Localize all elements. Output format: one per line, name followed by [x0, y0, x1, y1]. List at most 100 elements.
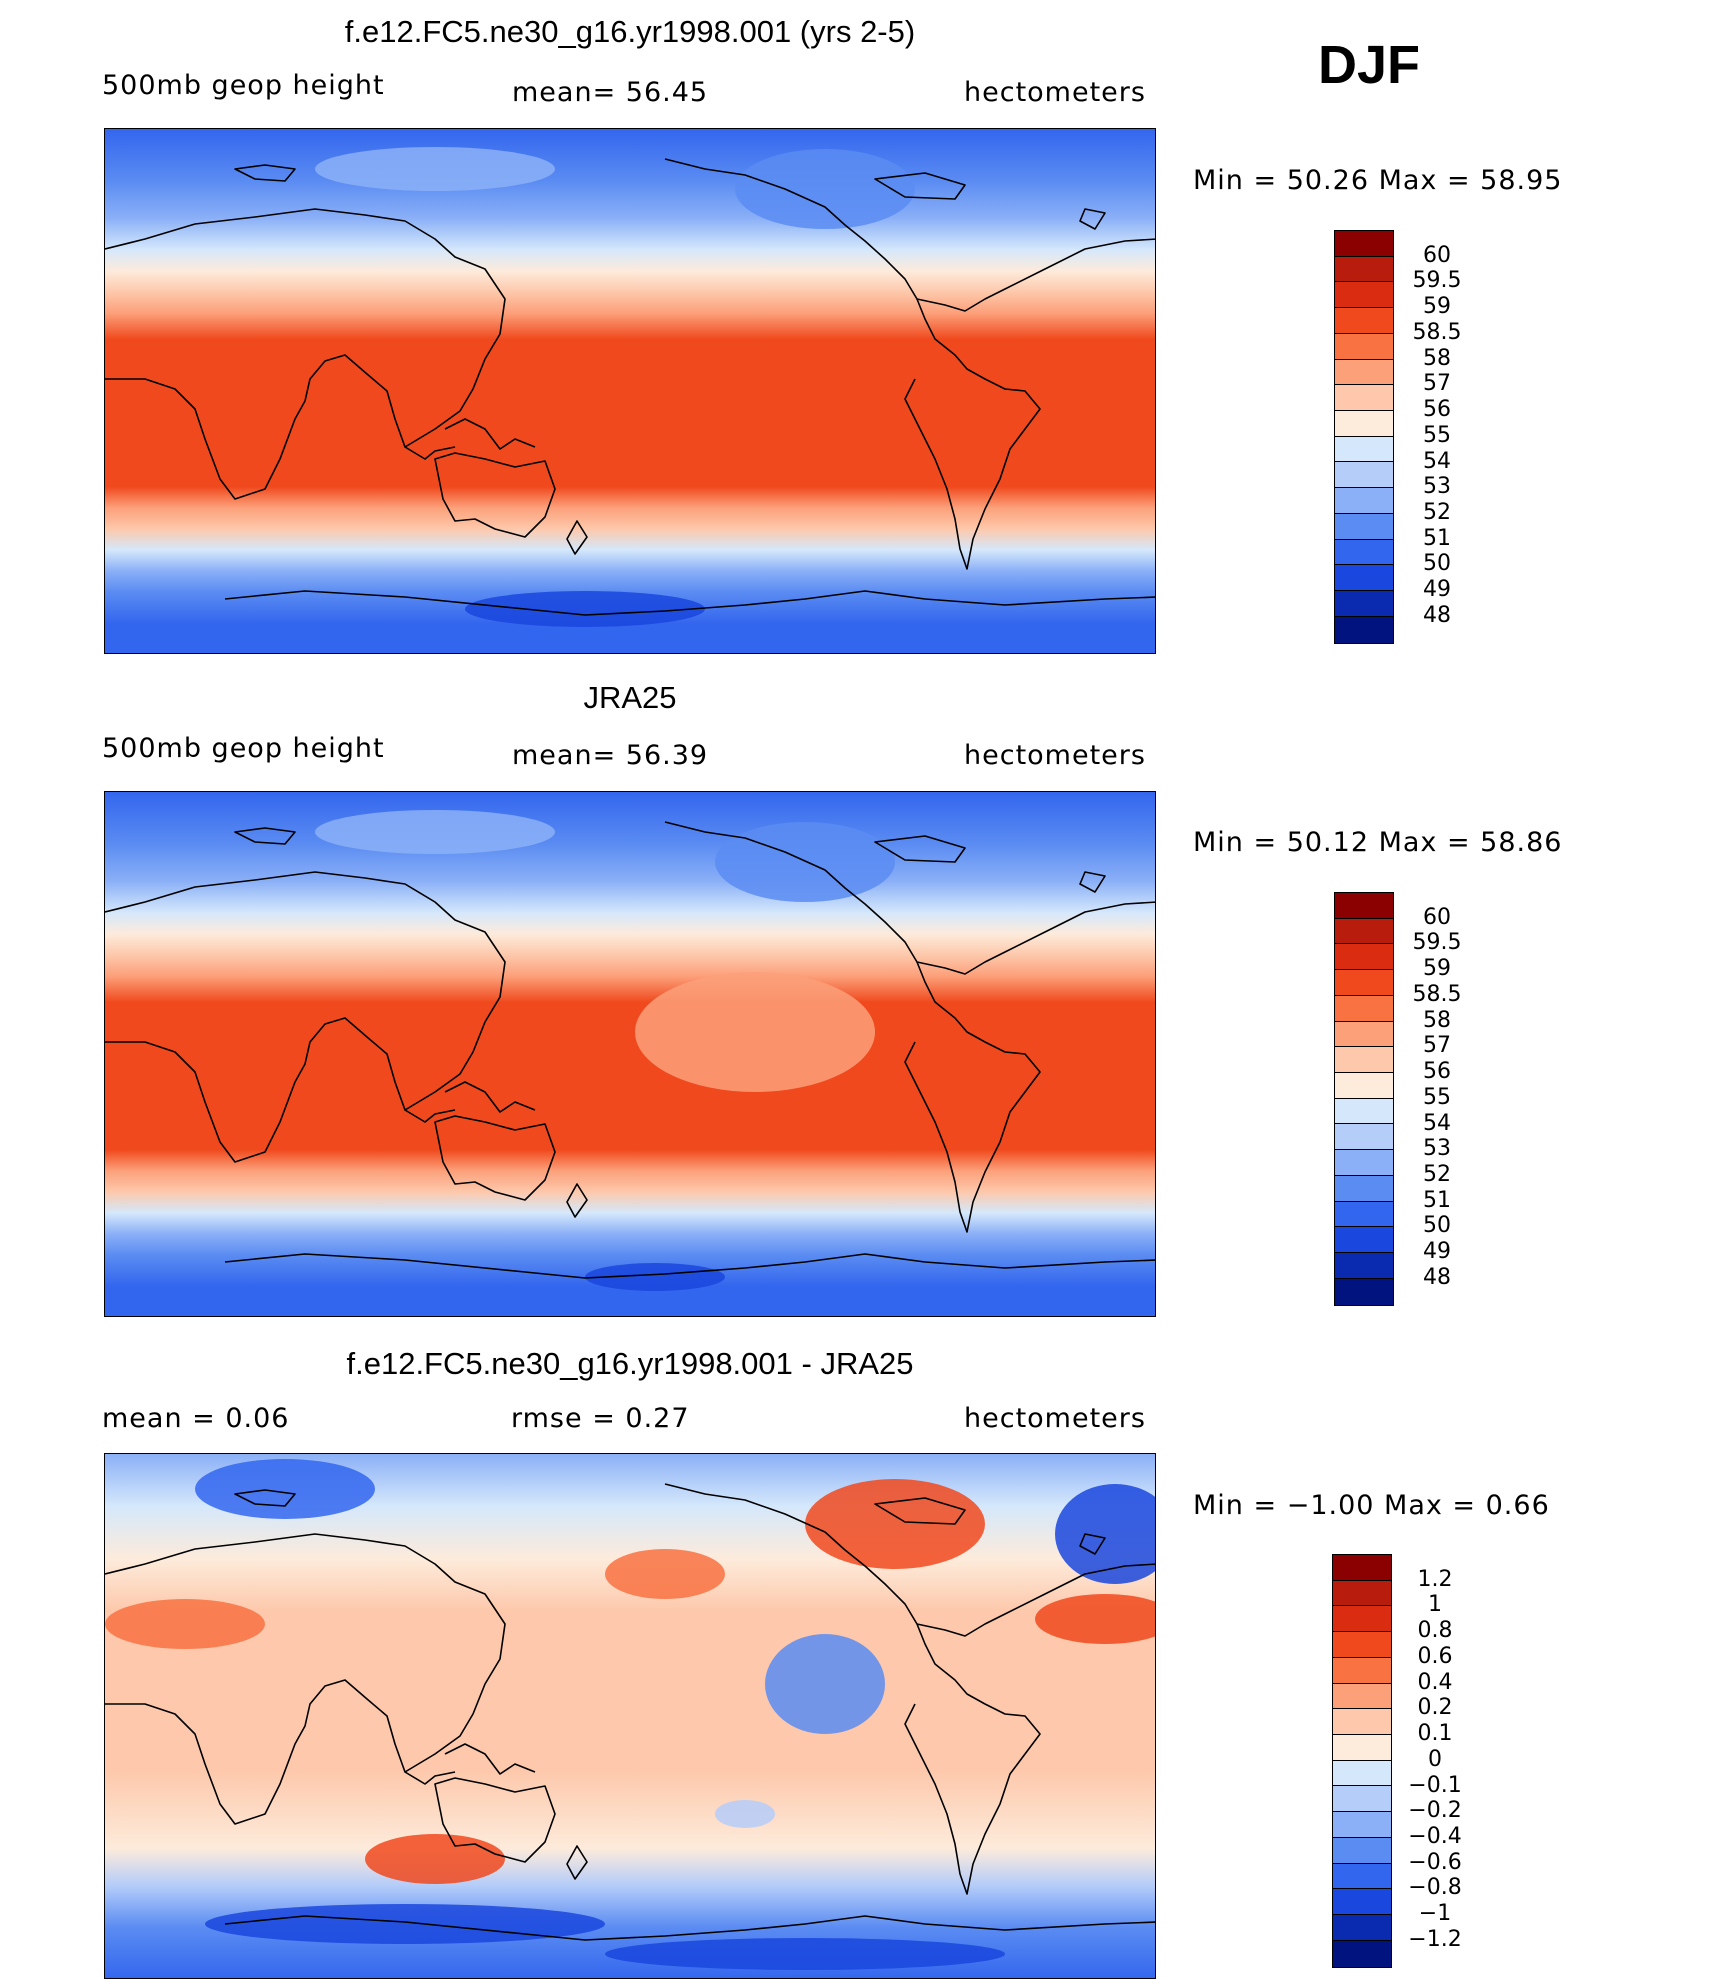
- colorbar-segment: [1335, 385, 1393, 412]
- colorbar-segment: [1335, 1047, 1393, 1074]
- colorbar-segment: [1335, 995, 1393, 1022]
- colorbar-segment: [1335, 1124, 1393, 1151]
- colorbar-tick-label: −0.4: [1408, 1824, 1462, 1850]
- colorbar: [1332, 1554, 1392, 1968]
- colorbar-tick-label: 59.5: [1412, 930, 1462, 956]
- colorbar-tick-label: −0.1: [1408, 1772, 1462, 1798]
- colorbar: [1334, 892, 1394, 1306]
- colorbar-tick-label: 0.6: [1417, 1643, 1453, 1669]
- colorbar-segment: [1333, 1863, 1391, 1890]
- colorbar-segment: [1333, 1657, 1391, 1684]
- colorbar-segment: [1335, 539, 1393, 566]
- map-field: [105, 792, 1155, 1316]
- colorbar-tick-label: 57: [1423, 371, 1451, 397]
- colorbar-tick-label: 0.4: [1417, 1669, 1453, 1695]
- colorbar-segment: [1335, 256, 1393, 283]
- colorbar-tick-label: 0: [1428, 1746, 1442, 1772]
- colorbar-tick-label: 54: [1423, 448, 1451, 474]
- mean-label: mean = 0.06: [102, 1403, 290, 1434]
- map-diff: [104, 1453, 1156, 1979]
- colorbar-tick-label: 49: [1423, 1239, 1451, 1265]
- rmse-label: rmse = 0.27: [511, 1403, 690, 1434]
- colorbar-tick-label: 0.1: [1417, 1721, 1453, 1747]
- colorbar-tick-label: 58: [1423, 345, 1451, 371]
- colorbar-segment: [1335, 1227, 1393, 1254]
- mean-label: mean= 56.39: [512, 740, 709, 771]
- colorbar-tick-label: 59: [1423, 294, 1451, 320]
- units-label: hectometers: [964, 1403, 1146, 1434]
- colorbar-tick-label: 1.2: [1417, 1566, 1453, 1592]
- colorbar-tick-label: 53: [1423, 1136, 1451, 1162]
- colorbar-segment: [1335, 513, 1393, 540]
- colorbar-tick-label: 48: [1423, 1264, 1451, 1290]
- colorbar-tick-label: 51: [1423, 1187, 1451, 1213]
- colorbar-tick-label: 49: [1423, 577, 1451, 603]
- colorbar-tick-label: 57: [1423, 1033, 1451, 1059]
- colorbar-tick-label: 58.5: [1412, 981, 1462, 1007]
- colorbar-segment: [1335, 488, 1393, 514]
- variable-label: 500mb geop height: [102, 733, 385, 764]
- colorbar-tick-label: 59: [1423, 956, 1451, 982]
- colorbar-segment: [1333, 1709, 1391, 1736]
- colorbar-tick-label: 60: [1423, 242, 1451, 268]
- colorbar-tick-label: 48: [1423, 602, 1451, 628]
- colorbar-segment: [1335, 616, 1393, 643]
- colorbar-tick-label: 53: [1423, 474, 1451, 500]
- colorbar-segment: [1335, 970, 1393, 996]
- colorbar-tick-label: −0.2: [1408, 1798, 1462, 1824]
- colorbar-segment: [1333, 1606, 1391, 1633]
- panel-title: f.e12.FC5.ne30_g16.yr1998.001 - JRA25: [346, 1346, 914, 1381]
- panel-title: JRA25: [583, 680, 677, 715]
- colorbar-segment: [1333, 1760, 1391, 1787]
- colorbar-tick-label: −0.8: [1408, 1875, 1462, 1901]
- colorbar-tick-label: −0.6: [1408, 1849, 1462, 1875]
- units-label: hectometers: [964, 77, 1146, 108]
- colorbar-segment: [1335, 918, 1393, 945]
- colorbar-segment: [1335, 565, 1393, 592]
- units-label: hectometers: [964, 740, 1146, 771]
- colorbar-tick-label: 59.5: [1412, 268, 1462, 294]
- colorbar-tick-label: 50: [1423, 1213, 1451, 1239]
- min-max-label: Min = 50.12 Max = 58.86: [1193, 827, 1563, 858]
- map-model: [104, 128, 1156, 654]
- colorbar-tick-label: 54: [1423, 1110, 1451, 1136]
- colorbar-segment: [1335, 282, 1393, 309]
- colorbar-segment: [1333, 1837, 1391, 1864]
- min-max-label: Min = −1.00 Max = 0.66: [1193, 1490, 1550, 1521]
- colorbar-tick-label: −1.2: [1408, 1926, 1462, 1952]
- colorbar-segment: [1335, 893, 1393, 919]
- colorbar-segment: [1335, 944, 1393, 971]
- colorbar-segment: [1333, 1889, 1391, 1916]
- colorbar-tick-label: 52: [1423, 500, 1451, 526]
- colorbar-segment: [1333, 1580, 1391, 1607]
- colorbar-segment: [1335, 411, 1393, 437]
- colorbar: [1334, 230, 1394, 644]
- colorbar-segment: [1333, 1812, 1391, 1838]
- colorbar-segment: [1333, 1915, 1391, 1941]
- colorbar-segment: [1335, 1073, 1393, 1099]
- colorbar-segment: [1335, 1175, 1393, 1202]
- colorbar-segment: [1333, 1683, 1391, 1710]
- colorbar-segment: [1335, 1201, 1393, 1228]
- panel-title: f.e12.FC5.ne30_g16.yr1998.001 (yrs 2-5): [344, 14, 916, 49]
- colorbar-tick-label: −1: [1418, 1901, 1452, 1927]
- colorbar-tick-label: 58.5: [1412, 319, 1462, 345]
- colorbar-tick-label: 52: [1423, 1162, 1451, 1188]
- colorbar-segment: [1335, 1150, 1393, 1176]
- colorbar-tick-label: 51: [1423, 525, 1451, 551]
- colorbar-tick-label: 1: [1428, 1592, 1442, 1618]
- colorbar-tick-label: 55: [1423, 422, 1451, 448]
- colorbar-segment: [1335, 359, 1393, 386]
- colorbar-segment: [1335, 1278, 1393, 1305]
- colorbar-tick-label: 56: [1423, 1059, 1451, 1085]
- colorbar-segment: [1333, 1632, 1391, 1658]
- colorbar-segment: [1335, 308, 1393, 334]
- colorbar-tick-label: 55: [1423, 1084, 1451, 1110]
- colorbar-segment: [1335, 591, 1393, 617]
- colorbar-segment: [1335, 1253, 1393, 1279]
- colorbar-tick-label: 58: [1423, 1007, 1451, 1033]
- variable-label: 500mb geop height: [102, 70, 385, 101]
- colorbar-segment: [1333, 1555, 1391, 1581]
- colorbar-tick-label: 56: [1423, 397, 1451, 423]
- map-obs: [104, 791, 1156, 1317]
